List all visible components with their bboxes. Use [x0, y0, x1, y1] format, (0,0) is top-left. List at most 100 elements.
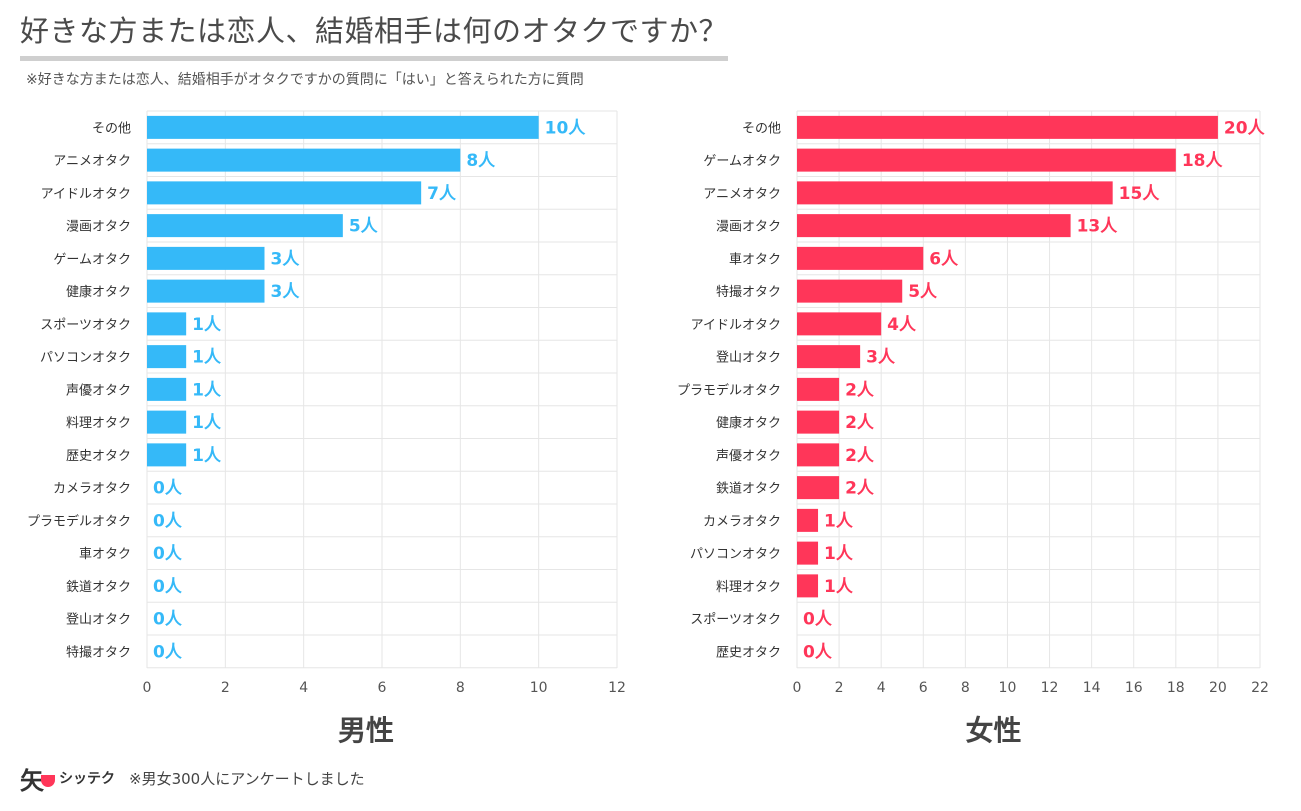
bar: [797, 443, 840, 467]
category-label: その他: [92, 121, 131, 136]
bar: [797, 214, 1071, 238]
page-title: 好きな方または恋人、結婚相手は何のオタクですか？: [20, 8, 729, 61]
value-label: 3人: [866, 348, 896, 368]
x-tick-label: 0: [143, 680, 152, 696]
category-label: アニメオタク: [53, 154, 131, 169]
category-label: 車オタク: [729, 252, 781, 267]
logo-text: シッテク: [59, 771, 115, 787]
x-tick-label: 14: [1083, 680, 1101, 696]
footer-note: ※男女300人にアンケートしました: [129, 769, 365, 788]
category-label: 料理オタク: [66, 416, 131, 431]
bar: [797, 115, 1218, 139]
category-label: アニメオタク: [703, 187, 781, 202]
bar: [797, 312, 882, 336]
site-logo: 矢 シッテク: [20, 761, 115, 796]
value-label: 2人: [845, 380, 875, 400]
category-label: スポーツオタク: [40, 318, 131, 333]
x-tick-label: 10: [530, 680, 548, 696]
category-label: パソコンオタク: [690, 547, 781, 562]
category-label: 健康オタク: [716, 415, 781, 431]
value-label: 3人: [271, 282, 301, 302]
value-label: 1人: [192, 446, 222, 466]
value-label: 0人: [153, 610, 183, 630]
value-label: 0人: [153, 544, 183, 564]
value-label: 8人: [466, 151, 496, 171]
category-label: アイドルオタク: [691, 318, 781, 333]
value-label: 6人: [929, 249, 959, 269]
chart-title: 女性: [965, 714, 1021, 747]
bar: [797, 476, 840, 500]
value-label: 13人: [1077, 217, 1119, 237]
bar: [797, 279, 903, 303]
bar: [797, 508, 819, 532]
bar: [797, 377, 840, 401]
value-label: 15人: [1119, 184, 1161, 204]
category-label: カメラオタク: [703, 514, 781, 529]
value-label: 0人: [153, 511, 183, 531]
value-label: 0人: [803, 642, 833, 662]
bar: [147, 246, 265, 270]
value-label: 1人: [824, 511, 854, 531]
x-tick-label: 6: [919, 680, 928, 696]
category-label: プラモデルオタク: [677, 382, 781, 398]
x-tick-label: 4: [299, 680, 308, 696]
category-label: 鉄道オタク: [716, 482, 781, 497]
value-label: 2人: [845, 413, 875, 433]
value-label: 18人: [1182, 151, 1224, 171]
category-label: 声優オタク: [716, 449, 781, 464]
value-label: 1人: [192, 413, 222, 433]
bar: [147, 410, 187, 434]
bar: [147, 443, 187, 467]
value-label: 1人: [192, 348, 222, 368]
value-label: 10人: [545, 118, 587, 138]
value-label: 2人: [845, 479, 875, 499]
value-label: 0人: [803, 610, 833, 630]
x-tick-label: 6: [378, 680, 387, 696]
category-label: 漫画オタク: [716, 220, 781, 235]
value-label: 1人: [192, 380, 222, 400]
category-label: 歴史オタク: [66, 449, 131, 464]
bar: [147, 377, 187, 401]
footer: 矢 シッテク ※男女300人にアンケートしました: [20, 760, 365, 796]
x-tick-label: 2: [221, 680, 230, 696]
category-label: スポーツオタク: [690, 613, 781, 628]
x-tick-label: 8: [961, 680, 970, 696]
chart-title: 男性: [338, 714, 394, 747]
category-label: 漫画オタク: [66, 220, 131, 235]
bar: [797, 181, 1113, 205]
value-label: 1人: [824, 577, 854, 597]
x-tick-label: 12: [1041, 680, 1059, 696]
value-label: 7人: [427, 184, 457, 204]
title-block: 好きな方または恋人、結婚相手は何のオタクですか？: [20, 8, 729, 61]
x-tick-label: 10: [999, 680, 1017, 696]
value-label: 3人: [271, 249, 301, 269]
x-tick-label: 20: [1209, 680, 1227, 696]
bar: [147, 181, 422, 205]
x-tick-label: 2: [835, 680, 844, 696]
category-label: アイドルオタク: [41, 187, 131, 202]
x-tick-label: 18: [1167, 680, 1185, 696]
category-label: カメラオタク: [53, 482, 131, 497]
category-label: プラモデルオタク: [27, 513, 131, 529]
bar: [797, 345, 861, 369]
category-label: 健康オタク: [66, 284, 131, 300]
x-tick-label: 4: [877, 680, 886, 696]
value-label: 5人: [349, 217, 379, 237]
category-label: 特撮オタク: [716, 284, 781, 300]
bar: [797, 246, 924, 270]
logo-mark: 矢: [20, 766, 44, 795]
bar: [147, 115, 539, 139]
bar: [797, 410, 840, 434]
value-label: 5人: [908, 282, 938, 302]
bar: [797, 541, 819, 565]
value-label: 0人: [153, 479, 183, 499]
category-label: ゲームオタク: [53, 252, 131, 267]
value-label: 2人: [845, 446, 875, 466]
x-tick-label: 16: [1125, 680, 1143, 696]
category-label: 登山オタク: [66, 613, 131, 628]
bar: [147, 279, 265, 303]
bar: [797, 148, 1176, 172]
value-label: 4人: [887, 315, 917, 335]
bar: [147, 148, 461, 172]
